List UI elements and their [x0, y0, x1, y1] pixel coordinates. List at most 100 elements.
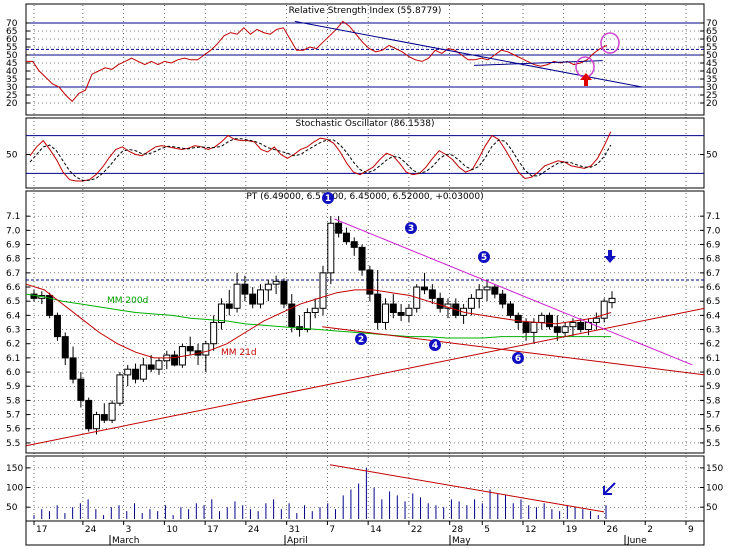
candle-body	[186, 346, 194, 352]
price-chart	[25, 216, 705, 447]
candle-body	[608, 297, 616, 304]
y-tick-label: 70	[6, 19, 18, 29]
candle-body	[241, 283, 249, 295]
grid	[26, 5, 704, 521]
rsi-panel	[25, 3, 705, 116]
candle-body	[342, 232, 350, 243]
marker-5-text: 5	[481, 253, 487, 263]
date-tick-label: 19	[566, 525, 578, 535]
y-tick-label: 7.0	[6, 226, 21, 236]
y-tick-label: 50	[706, 151, 718, 161]
candle-body	[124, 368, 132, 376]
y-tick-label: 60	[6, 35, 18, 45]
candle-body	[553, 326, 561, 333]
candle-body	[311, 307, 319, 314]
date-tick-label: 22	[411, 525, 422, 535]
candle-body	[100, 414, 108, 421]
y-tick-label: 7.1	[6, 212, 20, 222]
price-trendline	[334, 218, 693, 366]
marker-4: 4	[429, 339, 441, 351]
candle-body	[600, 300, 608, 319]
candle-body	[350, 241, 358, 248]
y-tick-label: 7.1	[706, 212, 720, 222]
marker-2: 2	[355, 333, 367, 345]
y-tick-label: 35	[706, 75, 717, 85]
date-tick-label: 2	[647, 525, 653, 535]
volume-trendline	[329, 464, 605, 513]
y-tick-label: 6.0	[706, 368, 721, 378]
y-tick-label: 50	[6, 51, 18, 61]
candle-body	[53, 314, 61, 338]
stoch-panel	[25, 117, 705, 189]
candle-body	[366, 269, 374, 295]
candle-body	[85, 399, 93, 430]
candle-body	[358, 246, 366, 271]
candle-body	[381, 303, 389, 323]
y-tick-label: 45	[706, 59, 717, 69]
candle-body	[155, 360, 163, 370]
y-tick-label: 50	[706, 503, 718, 513]
y-tick-label: 40	[6, 67, 18, 77]
date-tick-label: 9	[688, 525, 694, 535]
candle-body	[147, 364, 155, 370]
candle-body	[77, 378, 85, 401]
y-tick-label: 5.9	[706, 382, 721, 392]
candle-body	[257, 289, 265, 305]
y-tick-label: 100	[6, 484, 23, 494]
y-tick-label: 50	[6, 503, 18, 513]
y-tick-label: 6.5	[706, 297, 720, 307]
y-tick-label: 5.7	[706, 411, 720, 421]
month-label: March	[112, 536, 139, 546]
candle-body	[61, 336, 69, 359]
y-tick-label: 50	[706, 51, 718, 61]
candle-body	[436, 297, 444, 309]
candle-body	[499, 293, 507, 305]
y-tick-label: 6.7	[6, 269, 20, 279]
y-tick-label: 6.5	[6, 297, 20, 307]
y-tick-label: 70	[706, 19, 718, 29]
candle-body	[225, 303, 233, 309]
ma21-line	[25, 283, 612, 359]
candle-body	[569, 321, 577, 328]
y-tick-label: 30	[6, 83, 18, 93]
y-tick-label: 55	[6, 43, 17, 53]
marker-6: 6	[512, 352, 524, 364]
candle-body	[421, 286, 429, 291]
candle-body	[522, 321, 530, 333]
y-tick-label: 20	[706, 99, 718, 109]
marker-2-text: 2	[358, 335, 364, 345]
date-axis	[25, 520, 705, 546]
candle-body	[132, 368, 140, 380]
y-tick-label: 6.3	[6, 326, 20, 336]
date-tick-label: 17	[207, 525, 218, 535]
candle-body	[116, 374, 124, 404]
ma200-line	[25, 293, 611, 339]
candle-body	[327, 222, 335, 274]
y-tick-label: 5.5	[706, 439, 720, 449]
y-tick-label: 6.9	[6, 241, 21, 251]
y-tick-label: 65	[706, 27, 717, 37]
candle-body	[592, 317, 600, 323]
date-tick-label: 17	[36, 525, 47, 535]
candle-body	[538, 314, 546, 323]
candle-body	[514, 314, 522, 323]
candle-body	[171, 354, 179, 366]
y-tick-label: 55	[706, 43, 717, 53]
y-tick-label: 6.4	[706, 311, 721, 321]
date-tick-label: 12	[525, 525, 536, 535]
marker-4-text: 4	[432, 341, 438, 351]
candle-body	[506, 303, 514, 316]
stoch-title: Stochastic Oscillator (86.1538)	[295, 119, 434, 129]
candle-body	[530, 321, 538, 333]
marker-6-text: 6	[515, 354, 521, 364]
y-tick-label: 65	[6, 27, 17, 37]
candle-body	[483, 286, 491, 291]
y-tick-label: 6.8	[706, 255, 721, 265]
candle-body	[92, 414, 100, 430]
candle-body	[374, 293, 382, 323]
y-tick-label: 20	[6, 99, 18, 109]
y-tick-label: 5.7	[6, 411, 20, 421]
y-tick-label: 6.9	[706, 241, 721, 251]
y-tick-label: 25	[6, 91, 17, 101]
